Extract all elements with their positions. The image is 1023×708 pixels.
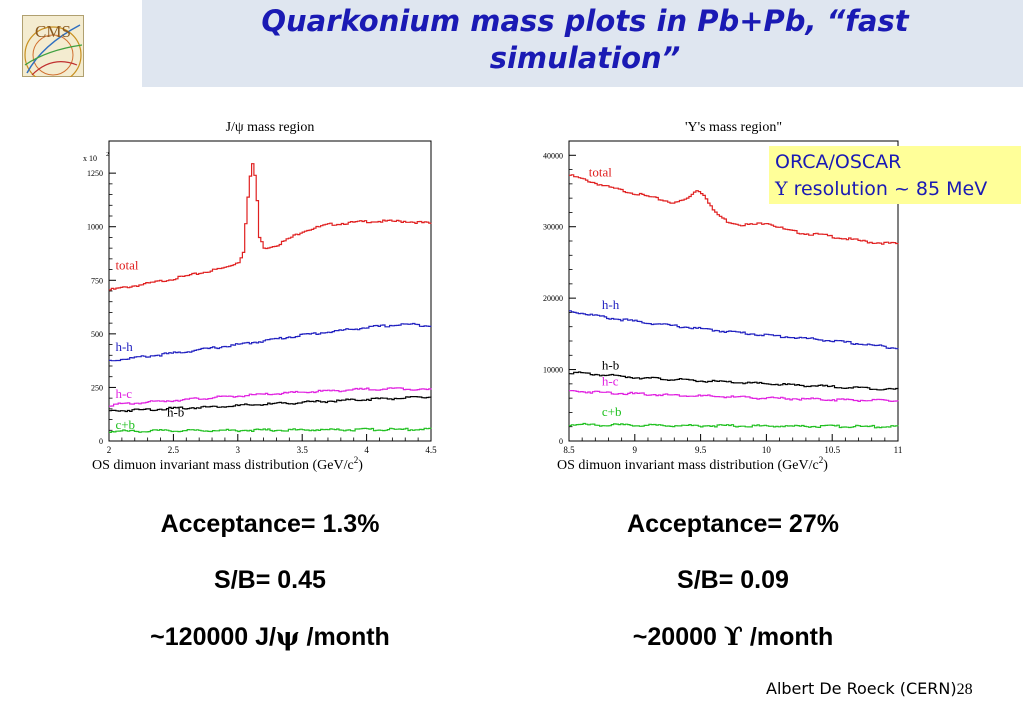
x-tick-label: 9.5: [695, 445, 707, 455]
series-label-h-h: h-h: [602, 297, 620, 312]
svg-text:CMS: CMS: [35, 22, 71, 41]
x-tick-label: 2: [107, 445, 112, 455]
x-axis-label: OS dimuon invariant mass distribution (G…: [557, 455, 828, 473]
y-tick-label: 40000: [543, 151, 563, 160]
right-rate: ~20000 ϒ /month: [573, 622, 893, 652]
right-rate-prefix: ~: [632, 623, 648, 651]
series-label-h-b: h-b: [167, 404, 184, 419]
page-number: 28: [956, 681, 973, 698]
x-axis-label: OS dimuon invariant mass distribution (G…: [92, 455, 363, 473]
x-tick-label: 8.5: [563, 445, 575, 455]
left-sb: S/B= 0.45: [214, 566, 326, 594]
series-label-h-c: h-c: [602, 373, 619, 388]
plot-upsilon: 'Y's mass region" 8.5 9 9.5 10 10.5 11 0 10000 20…: [543, 120, 903, 473]
x-tick-label: 4: [364, 445, 369, 455]
cms-logo: CMS: [22, 15, 84, 77]
chart-title: 'Y's mass region": [685, 120, 782, 135]
x-tick-label: 2.5: [168, 445, 180, 455]
series-label-c+b: c+b: [602, 404, 622, 419]
x-axis-label-sup: 2: [354, 455, 359, 465]
series-line-h-c: [569, 390, 899, 402]
left-rate-prefix: ~: [150, 623, 165, 651]
plot-jpsi: J/ψ mass region 2 2.5 3 3.5 4 4.5 0 250 500 750 100…: [83, 120, 437, 473]
footer-author: Albert De Roeck (CERN): [766, 679, 957, 698]
y-tick-label: 0: [99, 437, 103, 446]
x-tick-label: 9: [633, 445, 638, 455]
left-acceptance: Acceptance= 1.3%: [160, 510, 380, 538]
series-label-h-h: h-h: [115, 339, 133, 354]
y-multiplier-exp: 2: [106, 152, 109, 158]
x-tick-label: 11: [894, 445, 903, 455]
footer: Albert De Roeck (CERN)28: [766, 679, 973, 699]
x-axis-label-main: OS dimuon invariant mass distribution (G…: [92, 458, 354, 473]
y-tick-label: 500: [91, 330, 103, 339]
x-tick-label: 10.5: [824, 445, 840, 455]
upsilon-symbol-rate: ϒ: [723, 622, 743, 651]
x-tick-label: 3: [236, 445, 241, 455]
y-tick-label: 20000: [543, 294, 563, 303]
series-label-h-b: h-b: [602, 358, 619, 373]
x-tick-label: 4.5: [425, 445, 437, 455]
y-tick-label: 1250: [87, 169, 103, 178]
annotation-resolution-text: resolution ~ 85 MeV: [787, 178, 988, 200]
right-acceptance: Acceptance= 27%: [627, 510, 839, 538]
y-tick-label: 1000: [87, 223, 103, 232]
series-label-c+b: c+b: [115, 417, 135, 432]
psi-symbol: ψ: [276, 622, 300, 651]
left-rate: ~120000 J/ψ /month: [110, 622, 430, 652]
series-line-h-b: [109, 396, 432, 413]
series-line-h-c: [109, 387, 432, 407]
series-label-h-c: h-c: [115, 386, 132, 401]
chart-title: J/ψ mass region: [226, 120, 315, 135]
series-line-c+b: [109, 427, 432, 433]
x-axis-label-end: ): [823, 458, 828, 473]
x-tick-label: 10: [762, 445, 772, 455]
series-line-total: [109, 163, 432, 291]
series-line-h-h: [109, 322, 432, 362]
x-axis-label-sup: 2: [819, 455, 824, 465]
annotation-line1: ORCA/OSCAR: [775, 151, 902, 173]
annotation-line2: Υ resolution ~ 85 MeV: [775, 176, 1021, 203]
y-tick-label: 250: [91, 383, 103, 392]
series-label-total: total: [115, 258, 138, 273]
series-line-h-b: [569, 371, 899, 391]
slide-title: Quarkonium mass plots in Pb+Pb, “fast si…: [261, 4, 909, 75]
right-rate-suffix: /month: [742, 623, 834, 651]
y-tick-label: 0: [559, 437, 563, 446]
y-multiplier: x 10: [83, 154, 97, 163]
series-line-c+b: [569, 422, 899, 429]
annotation-box: ORCA/OSCAR Υ resolution ~ 85 MeV: [769, 146, 1021, 204]
y-tick-label: 10000: [543, 366, 563, 375]
left-rate-value: 120000 J/: [164, 623, 276, 651]
y-tick-label: 30000: [543, 223, 563, 232]
x-tick-label: 3.5: [297, 445, 309, 455]
upsilon-symbol: Υ: [775, 178, 788, 200]
plot-frame: [568, 140, 899, 442]
series-label-total: total: [589, 165, 612, 180]
series-line-total: [569, 174, 899, 245]
x-axis-label-end: ): [358, 458, 363, 473]
x-axis-label-main: OS dimuon invariant mass distribution (G…: [557, 458, 819, 473]
left-rate-suffix: /month: [299, 623, 390, 651]
y-tick-label: 750: [91, 276, 103, 285]
series-line-h-h: [569, 310, 899, 350]
right-sb: S/B= 0.09: [677, 566, 789, 594]
plot-frame: [108, 140, 432, 442]
right-rate-value: 20000: [647, 623, 724, 651]
header-band: [142, 0, 1023, 87]
